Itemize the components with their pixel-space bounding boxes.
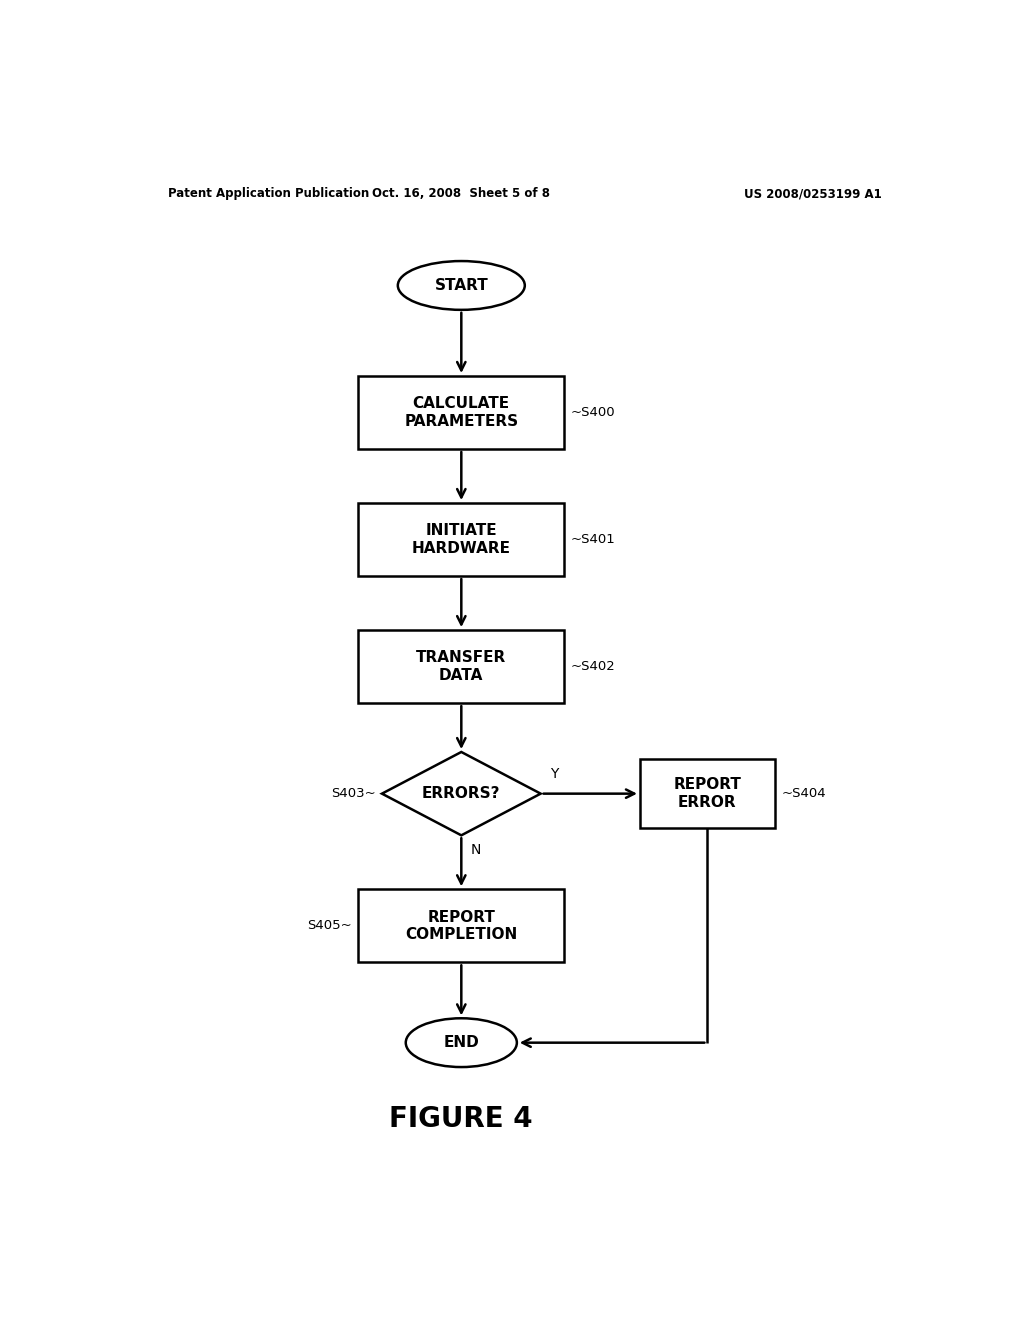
Text: S403~: S403~ (331, 787, 376, 800)
Text: ERRORS?: ERRORS? (422, 787, 501, 801)
Text: ~S404: ~S404 (781, 787, 825, 800)
Bar (358, 890, 564, 962)
Text: ~S402: ~S402 (570, 660, 615, 673)
Text: ~S401: ~S401 (570, 533, 615, 546)
Polygon shape (382, 752, 541, 836)
Text: ~S400: ~S400 (570, 407, 615, 418)
Bar (358, 503, 564, 576)
Text: Oct. 16, 2008  Sheet 5 of 8: Oct. 16, 2008 Sheet 5 of 8 (373, 187, 550, 201)
Bar (640, 759, 775, 828)
Ellipse shape (406, 1018, 517, 1067)
Text: START: START (434, 279, 488, 293)
Text: N: N (471, 843, 481, 858)
Text: REPORT
COMPLETION: REPORT COMPLETION (406, 909, 517, 942)
Text: Patent Application Publication: Patent Application Publication (168, 187, 369, 201)
Text: CALCULATE
PARAMETERS: CALCULATE PARAMETERS (404, 396, 518, 429)
Text: TRANSFER
DATA: TRANSFER DATA (416, 651, 507, 682)
Text: Y: Y (550, 767, 558, 781)
Text: REPORT
ERROR: REPORT ERROR (674, 777, 741, 810)
Text: US 2008/0253199 A1: US 2008/0253199 A1 (744, 187, 882, 201)
Text: END: END (443, 1035, 479, 1051)
Bar (358, 376, 564, 449)
Text: S405~: S405~ (307, 919, 352, 932)
Text: FIGURE 4: FIGURE 4 (389, 1105, 534, 1133)
Bar (358, 630, 564, 704)
Ellipse shape (397, 261, 525, 310)
Text: INITIATE
HARDWARE: INITIATE HARDWARE (412, 523, 511, 556)
